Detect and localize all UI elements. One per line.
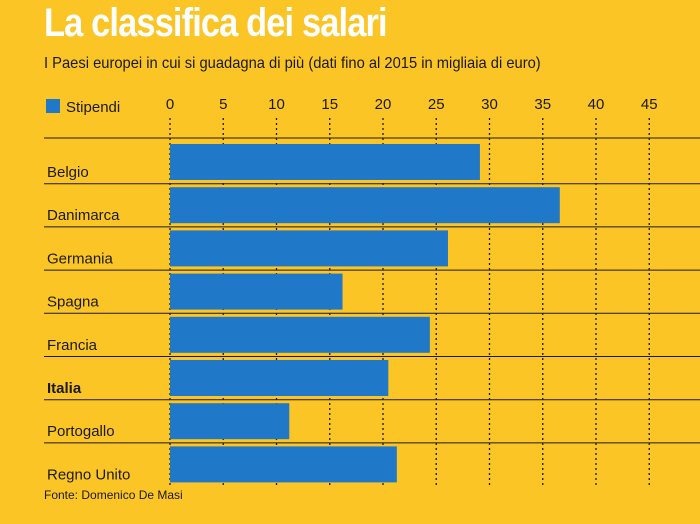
legend-label: Stipendi [66,99,120,116]
legend: Stipendi [46,99,120,116]
x-tick-label: 5 [219,96,227,113]
bar [170,273,343,310]
x-tick-label: 35 [534,96,551,113]
bar [170,144,480,180]
category-label: Spagna [47,294,99,311]
category-label: Regno Unito [47,466,130,483]
x-tick-label: 30 [481,96,498,113]
x-tick-label: 25 [428,96,445,113]
x-tick-label: 15 [321,96,338,113]
bar [170,446,397,483]
legend-swatch [46,99,60,113]
category-label: Danimarca [47,207,120,224]
category-label: Belgio [47,164,89,181]
x-tick-label: 40 [588,96,605,113]
chart-subtitle: I Paesi europei in cui si guadagna di pi… [44,55,541,72]
bar [170,187,560,224]
chart-title: La classifica dei salari [44,1,388,45]
bar [170,360,389,396]
x-tick-labels: 0 5 10 15 20 25 30 35 40 45 [166,96,658,113]
category-labels: Belgio Danimarca Germania Spagna Francia Ital… [47,164,130,483]
x-tick-label: 0 [166,96,174,113]
bar [170,230,448,267]
x-tick-label: 20 [375,96,392,113]
bars [170,144,560,483]
x-tick-label: 10 [268,96,285,113]
bar [170,316,430,353]
category-label: Germania [47,250,114,267]
category-label: Francia [47,337,98,354]
separator-lines [44,137,700,444]
category-label: Italia [47,380,82,397]
bar [170,403,290,440]
source-note: Fonte: Domenico De Masi [44,488,183,502]
category-label: Portogallo [47,423,115,440]
x-tick-label: 45 [641,96,658,113]
